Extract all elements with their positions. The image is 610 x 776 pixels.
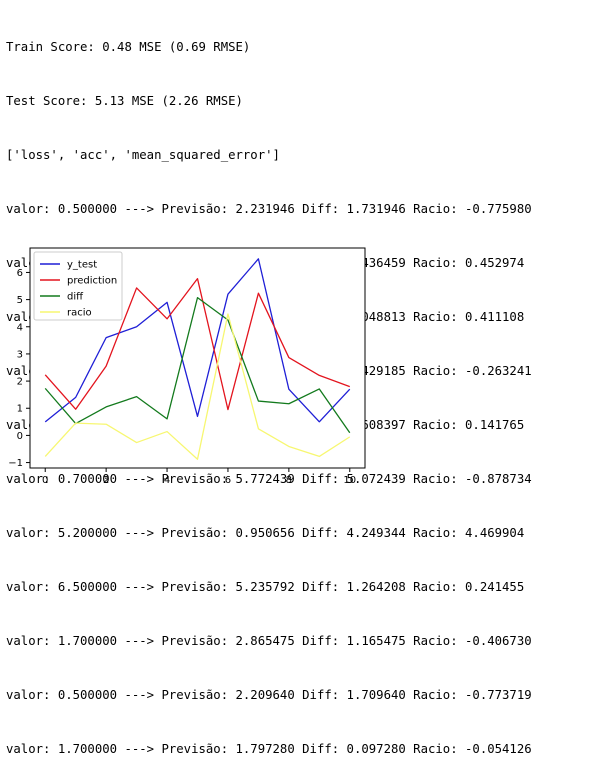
series-line-diff xyxy=(44,296,351,434)
result-row: valor: 0.700000 ---> Previsão: 5.772439 … xyxy=(6,472,532,486)
result-row: valor: 5.200000 ---> Previsão: 0.950656 … xyxy=(6,526,525,540)
series-line-y-test xyxy=(44,258,351,423)
x-axis: 0 2 4 6 8 10 xyxy=(42,468,356,486)
x-tick-label: 6 xyxy=(225,475,231,486)
result-row: valor: 6.500000 ---> Previsão: 5.235792 … xyxy=(6,580,525,594)
y-tick-label: 2 xyxy=(17,377,23,388)
series-lines xyxy=(44,258,351,460)
y-axis: −1 0 1 2 3 4 5 6 xyxy=(8,268,30,469)
legend-label: y_test xyxy=(67,260,97,271)
x-tick-label: 0 xyxy=(42,475,48,486)
x-tick-label: 2 xyxy=(103,475,109,486)
y-tick-label: 6 xyxy=(17,268,23,279)
legend: y_test prediction diff racio xyxy=(33,251,123,321)
legend-box xyxy=(33,251,123,321)
metrics-line: ['loss', 'acc', 'mean_squared_error'] xyxy=(6,148,280,162)
x-tick-label: 4 xyxy=(164,475,170,486)
y-tick-label: 1 xyxy=(17,404,23,415)
result-row: valor: 0.500000 ---> Previsão: 2.231946 … xyxy=(6,202,532,216)
legend-label: diff xyxy=(67,292,84,303)
series-line-racio xyxy=(44,313,351,460)
train-score-line: Train Score: 0.48 MSE (0.69 RMSE) xyxy=(6,40,251,54)
x-tick-label: 8 xyxy=(286,475,292,486)
legend-label: racio xyxy=(67,308,92,319)
y-tick-label: 4 xyxy=(17,322,23,333)
y-tick-label: 5 xyxy=(17,295,23,306)
line-chart: 0 2 4 6 8 10 −1 0 1 2 3 4 5 6 y_test prediction diff ra… xyxy=(8,247,366,486)
legend-label: prediction xyxy=(67,276,117,287)
y-tick-label: 3 xyxy=(17,349,23,360)
result-row: valor: 1.700000 ---> Previsão: 1.797280 … xyxy=(6,742,532,756)
result-row: valor: 0.500000 ---> Previsão: 2.209640 … xyxy=(6,688,532,702)
series-line-prediction xyxy=(44,277,350,411)
y-tick-label: −1 xyxy=(8,458,23,469)
x-tick-label: 10 xyxy=(343,475,356,486)
result-row: valor: 1.700000 ---> Previsão: 2.865475 … xyxy=(6,634,532,648)
y-tick-label: 0 xyxy=(17,431,23,442)
test-score-line: Test Score: 5.13 MSE (2.26 RMSE) xyxy=(6,94,243,108)
